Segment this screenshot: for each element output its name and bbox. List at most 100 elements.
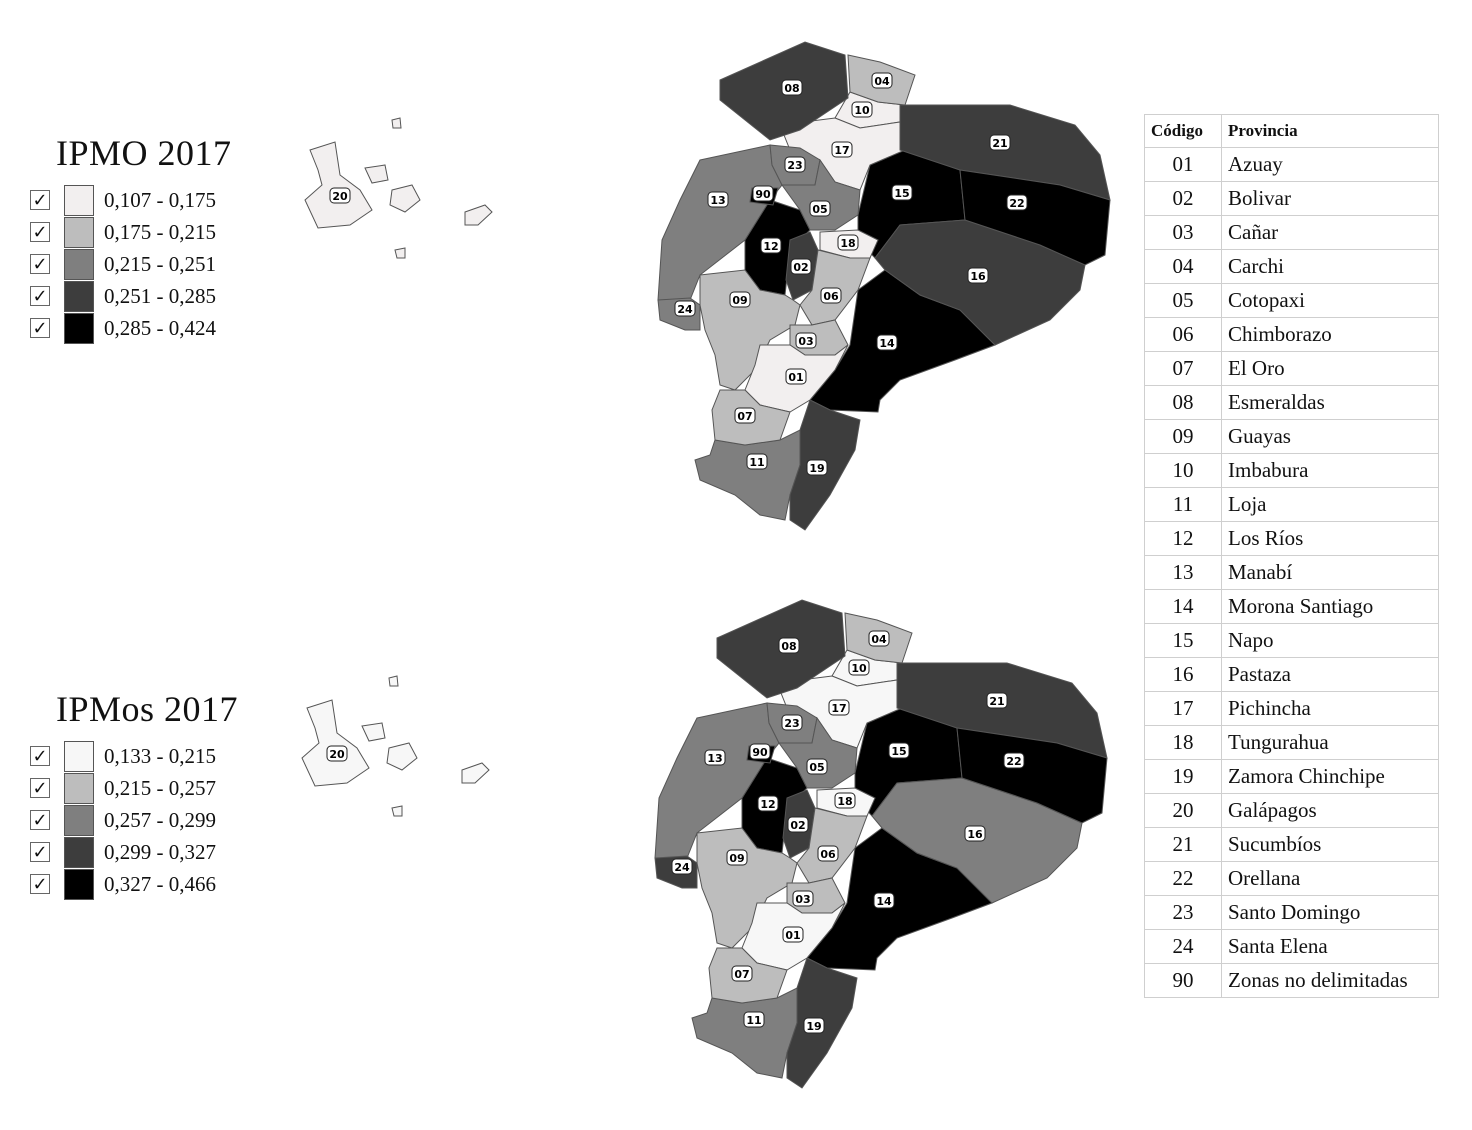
province-label: 12 (760, 798, 775, 811)
province-code-table: Código Provincia 01 Azuay 02 Bolivar 03 Cañar… (1144, 114, 1439, 998)
province-label: 01 (785, 929, 800, 942)
legend-range: 0,215 - 0,257 (104, 775, 216, 800)
province-label: 06 (823, 290, 839, 303)
province-20[interactable] (301, 675, 490, 817)
province-code: 08 (1144, 385, 1222, 420)
province-label-bg (707, 191, 729, 208)
legend-row[interactable]: ✓ 0,257 - 0,299 (30, 804, 238, 836)
province-label: 18 (840, 237, 855, 250)
province-label: 08 (784, 82, 799, 95)
checkbox-icon[interactable]: ✓ (30, 842, 50, 863)
province-name: Galápagos (1221, 793, 1439, 828)
province-label-bg (757, 795, 779, 812)
province-label: 10 (854, 104, 870, 117)
checkbox-icon[interactable]: ✓ (30, 810, 50, 831)
checkbox-icon[interactable]: ✓ (30, 190, 50, 211)
province-label-bg (726, 849, 748, 866)
province-name: Napo (1221, 623, 1439, 658)
province-code: 11 (1144, 487, 1222, 522)
province-name: Guayas (1221, 419, 1439, 454)
checkbox-icon[interactable]: ✓ (30, 746, 50, 767)
province-label: 09 (729, 852, 744, 865)
legend-row[interactable]: ✓ 0,285 - 0,424 (30, 312, 232, 344)
province-label-bg (790, 258, 812, 275)
province-label: 02 (790, 819, 805, 832)
province-code: 22 (1144, 861, 1222, 896)
province-label-bg (795, 332, 817, 349)
province-code: 18 (1144, 725, 1222, 760)
legend-row[interactable]: ✓ 0,133 - 0,215 (30, 740, 238, 772)
province-label-bg (806, 758, 828, 775)
table-row: 02 Bolivar (1144, 181, 1439, 216)
table-row: 03 Cañar (1144, 215, 1439, 250)
province-20[interactable] (304, 117, 493, 259)
province-code: 06 (1144, 317, 1222, 352)
province-name: Los Ríos (1221, 521, 1439, 556)
province-label: 13 (710, 194, 725, 207)
province-name: Zonas no delimitadas (1221, 963, 1439, 998)
legend-row[interactable]: ✓ 0,251 - 0,285 (30, 280, 232, 312)
table-row: 01 Azuay (1144, 147, 1439, 182)
table-row: 08 Esmeraldas (1144, 385, 1439, 420)
province-code: 16 (1144, 657, 1222, 692)
map-title: IPMO 2017 (56, 133, 232, 173)
province-name: El Oro (1221, 351, 1439, 386)
province-code: 24 (1144, 929, 1222, 964)
province-05[interactable] (778, 716, 858, 789)
legend-range: 0,257 - 0,299 (104, 807, 216, 832)
province-label: 14 (879, 337, 895, 350)
table-row: 17 Pichincha (1144, 691, 1439, 726)
province-label-bg (891, 184, 913, 201)
province-09[interactable] (699, 269, 801, 391)
legend-range: 0,133 - 0,215 (104, 743, 216, 768)
province-name: Orellana (1221, 861, 1439, 896)
province-code: 12 (1144, 521, 1222, 556)
table-row: 15 Napo (1144, 623, 1439, 658)
province-label: 06 (820, 848, 836, 861)
legend-row[interactable]: ✓ 0,215 - 0,251 (30, 248, 232, 280)
province-22[interactable] (956, 727, 1108, 824)
province-05[interactable] (781, 158, 861, 231)
checkbox-icon[interactable]: ✓ (30, 318, 50, 339)
province-label: 11 (746, 1014, 761, 1027)
province-label-bg (749, 743, 771, 760)
province-label-bg (734, 407, 756, 424)
province-label: 24 (677, 303, 693, 316)
province-code: 10 (1144, 453, 1222, 488)
province-label: 90 (752, 746, 768, 759)
checkbox-icon[interactable]: ✓ (30, 222, 50, 243)
legend-row[interactable]: ✓ 0,299 - 0,327 (30, 836, 238, 868)
legend-row[interactable]: ✓ 0,327 - 0,466 (30, 868, 238, 900)
table-header-row: Código Provincia (1144, 114, 1439, 148)
province-name: Cotopaxi (1221, 283, 1439, 318)
table-row: 06 Chimborazo (1144, 317, 1439, 352)
legend-swatch (64, 216, 94, 248)
province-code: 17 (1144, 691, 1222, 726)
province-22[interactable] (959, 169, 1111, 266)
province-code: 23 (1144, 895, 1222, 930)
province-label: 12 (763, 240, 778, 253)
province-name: Imbabura (1221, 453, 1439, 488)
legend-row[interactable]: ✓ 0,107 - 0,175 (30, 184, 232, 216)
checkbox-icon[interactable]: ✓ (30, 874, 50, 895)
province-label: 15 (891, 745, 906, 758)
checkbox-icon[interactable]: ✓ (30, 254, 50, 275)
legend-row[interactable]: ✓ 0,215 - 0,257 (30, 772, 238, 804)
checkbox-icon[interactable]: ✓ (30, 286, 50, 307)
province-label-bg (888, 742, 910, 759)
province-name: Morona Santiago (1221, 589, 1439, 624)
province-label: 17 (831, 702, 846, 715)
province-09[interactable] (696, 827, 798, 949)
province-map-1: 10 11 12 13 14 15 16 17 18 19 20 21 22 23 24 90 08 04 05 02… (304, 41, 1111, 531)
legend-row[interactable]: ✓ 0,175 - 0,215 (30, 216, 232, 248)
province-label-bg (868, 630, 890, 647)
table-row: 05 Cotopaxi (1144, 283, 1439, 318)
province-label-bg (781, 79, 803, 96)
checkbox-icon[interactable]: ✓ (30, 778, 50, 799)
province-label-bg (989, 134, 1011, 151)
province-label: 21 (989, 695, 1004, 708)
legend-ipmo-2017: IPMO 2017 ✓ 0,107 - 0,175 ✓ 0,175 - 0,21… (30, 132, 232, 344)
table-row: 18 Tungurahua (1144, 725, 1439, 760)
province-code: 03 (1144, 215, 1222, 250)
province-label: 10 (851, 662, 867, 675)
